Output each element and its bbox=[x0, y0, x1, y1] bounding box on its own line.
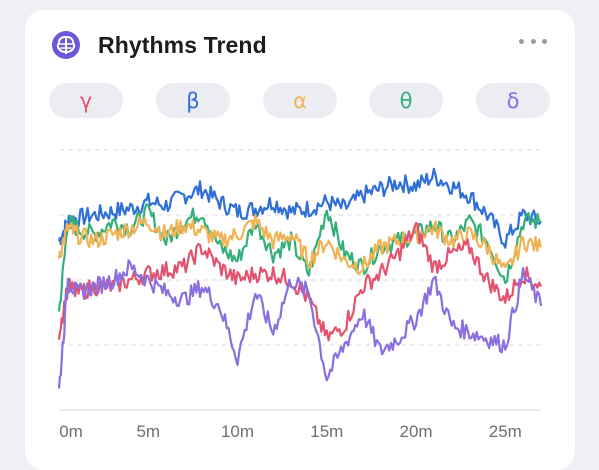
more-horizontal-icon[interactable] bbox=[519, 35, 547, 47]
x-tick-label: 5m bbox=[136, 422, 160, 441]
band-filter-group: γ β α θ δ bbox=[49, 83, 551, 119]
card-header: Rhythms Trend bbox=[25, 10, 575, 80]
band-pill-label: δ bbox=[506, 88, 520, 113]
band-pill-label: α bbox=[293, 88, 307, 113]
series-line-0 bbox=[57, 167, 542, 249]
band-pill-alpha[interactable]: α bbox=[263, 83, 337, 118]
series-line-4 bbox=[57, 259, 543, 389]
x-tick-label: 0m bbox=[59, 422, 83, 441]
band-pill-theta[interactable]: θ bbox=[369, 83, 443, 118]
x-tick-label: 10m bbox=[221, 422, 254, 441]
band-pill-label: θ bbox=[399, 88, 413, 113]
series-line-1 bbox=[57, 203, 542, 312]
series-line-2 bbox=[57, 213, 543, 276]
band-pill-beta[interactable]: β bbox=[156, 83, 230, 118]
x-tick-label: 15m bbox=[310, 422, 343, 441]
x-tick-label: 25m bbox=[489, 422, 522, 441]
band-pill-label: γ bbox=[79, 88, 93, 113]
band-pill-delta[interactable]: δ bbox=[476, 83, 550, 118]
rhythms-trend-card: Rhythms Trend γ β α θ δ 0m 5m 10m 15m 20m 25m bbox=[25, 10, 575, 470]
band-pill-gamma[interactable]: γ bbox=[49, 83, 123, 118]
rhythms-line-chart: 0m 5m 10m 15m 20m 25m bbox=[57, 149, 543, 441]
x-tick-label: 20m bbox=[399, 422, 432, 441]
brain-icon bbox=[52, 31, 80, 59]
band-pill-label: β bbox=[186, 88, 200, 113]
card-title: Rhythms Trend bbox=[98, 32, 267, 58]
